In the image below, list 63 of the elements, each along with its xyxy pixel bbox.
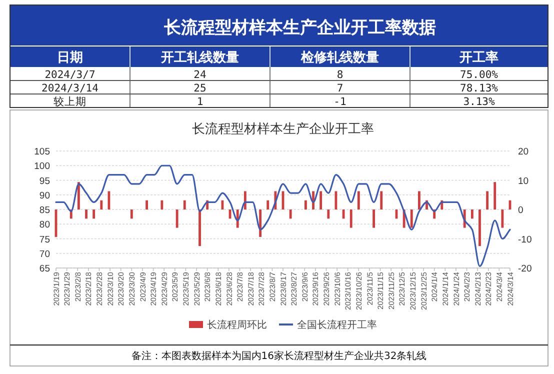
bar [380,191,383,210]
text: 较上期 [54,94,86,108]
legend-label: 全国长流程开工率 [297,319,377,331]
bar [327,210,330,219]
text: 备注：本图表数据样本为国内16家长流程型材生产企业共32条轧线 [131,350,427,362]
bar [198,210,201,246]
y-tick-label: 70 [39,248,50,260]
text: 78.13% [460,82,499,94]
y-tick-label: 100 [34,161,50,172]
bar [494,182,496,210]
bar [372,210,375,228]
legend-label: 长流程周环比 [207,319,267,331]
bar [418,191,420,210]
text: 7 [336,82,344,94]
bar [100,200,103,210]
bar [244,191,246,210]
text: 25 [194,82,206,94]
bar [78,182,80,210]
y2-tick-label: 0 [518,205,524,216]
y-tick-label: 105 [34,146,50,158]
chart-title: 长流程型材样本生产企业开工率 [192,121,374,137]
text: 长流程型材样本生产企业开工率数据 [163,18,436,38]
bar [410,210,413,228]
text: -1 [334,96,346,108]
text: 开工率 [458,50,498,66]
bar [266,200,270,210]
text: 2024/3/7 [44,68,96,81]
text: 24 [194,68,206,81]
y2-tick-label: -20 [518,264,532,274]
bar [176,210,178,228]
bar [501,210,504,228]
bar [320,191,322,210]
text: 开工轧线数量 [160,50,239,66]
bar [183,200,186,210]
bar [304,200,307,210]
bar [92,210,96,219]
text: 日期 [57,50,83,66]
bar [486,191,488,210]
y-tick-label: 65 [39,264,50,274]
bar [289,210,292,219]
bar [130,210,133,219]
text: 检修轧线数量 [300,50,379,66]
bar [357,191,360,210]
y-tick-label: 85 [39,205,50,216]
text: 3.13% [463,96,496,108]
bar [146,200,148,210]
y2-tick-label: 10 [518,176,529,187]
text: 2024/3/14 [42,82,98,94]
y-tick-label: 75 [39,234,50,246]
bar [160,200,164,210]
y2-tick-label: 20 [518,146,529,158]
y-tick-label: 90 [39,190,50,202]
bar [470,210,474,219]
y2-tick-label: -10 [518,234,532,246]
bar [478,210,481,246]
bar [85,210,88,219]
y-tick-label: 95 [39,176,50,187]
y-tick-label: 80 [39,220,50,231]
text: 75.00% [460,68,499,81]
text: 8 [336,68,344,81]
bar [350,210,352,228]
text: 1 [196,96,204,108]
bar [259,210,262,237]
